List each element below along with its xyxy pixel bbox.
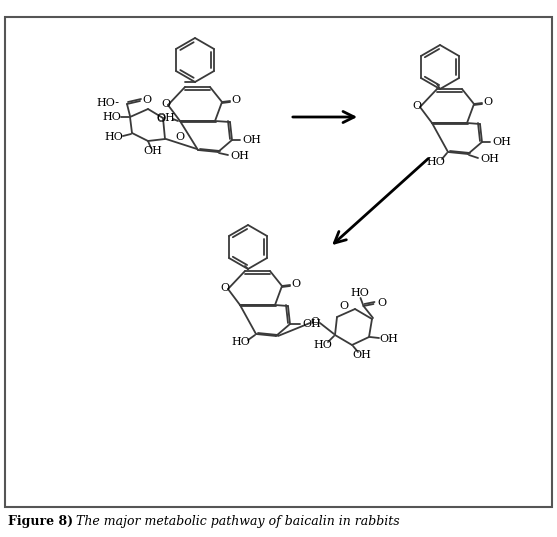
Text: O: O [156, 114, 165, 125]
Text: HO: HO [232, 337, 251, 347]
Text: OH: OH [481, 154, 500, 164]
Text: HO: HO [105, 132, 124, 142]
Text: OH: OH [492, 137, 511, 147]
Text: HO: HO [314, 340, 333, 350]
Text: O: O [339, 301, 349, 311]
Text: Figure 8): Figure 8) [8, 516, 73, 528]
Text: OH: OH [157, 113, 175, 123]
Text: OH: OH [353, 350, 372, 360]
Text: The major metabolic pathway of baicalin in rabbits: The major metabolic pathway of baicalin … [72, 516, 399, 528]
Text: O: O [483, 97, 492, 107]
Text: OH: OH [242, 135, 261, 145]
Text: OH: OH [379, 334, 398, 344]
Text: O: O [412, 101, 422, 111]
Text: O: O [310, 317, 320, 327]
Text: O: O [143, 95, 152, 105]
Text: O: O [221, 283, 229, 293]
Text: OH: OH [231, 151, 250, 161]
Text: HO: HO [102, 112, 121, 122]
Text: HO: HO [350, 288, 369, 298]
Text: OH: OH [302, 319, 321, 329]
Text: HO: HO [427, 157, 446, 167]
Text: O: O [175, 132, 184, 142]
Text: OH: OH [144, 146, 163, 156]
Text: O: O [232, 95, 241, 105]
Text: O: O [291, 279, 301, 289]
Text: O: O [162, 99, 170, 109]
Text: HO-: HO- [96, 98, 120, 108]
Text: O: O [377, 298, 386, 308]
